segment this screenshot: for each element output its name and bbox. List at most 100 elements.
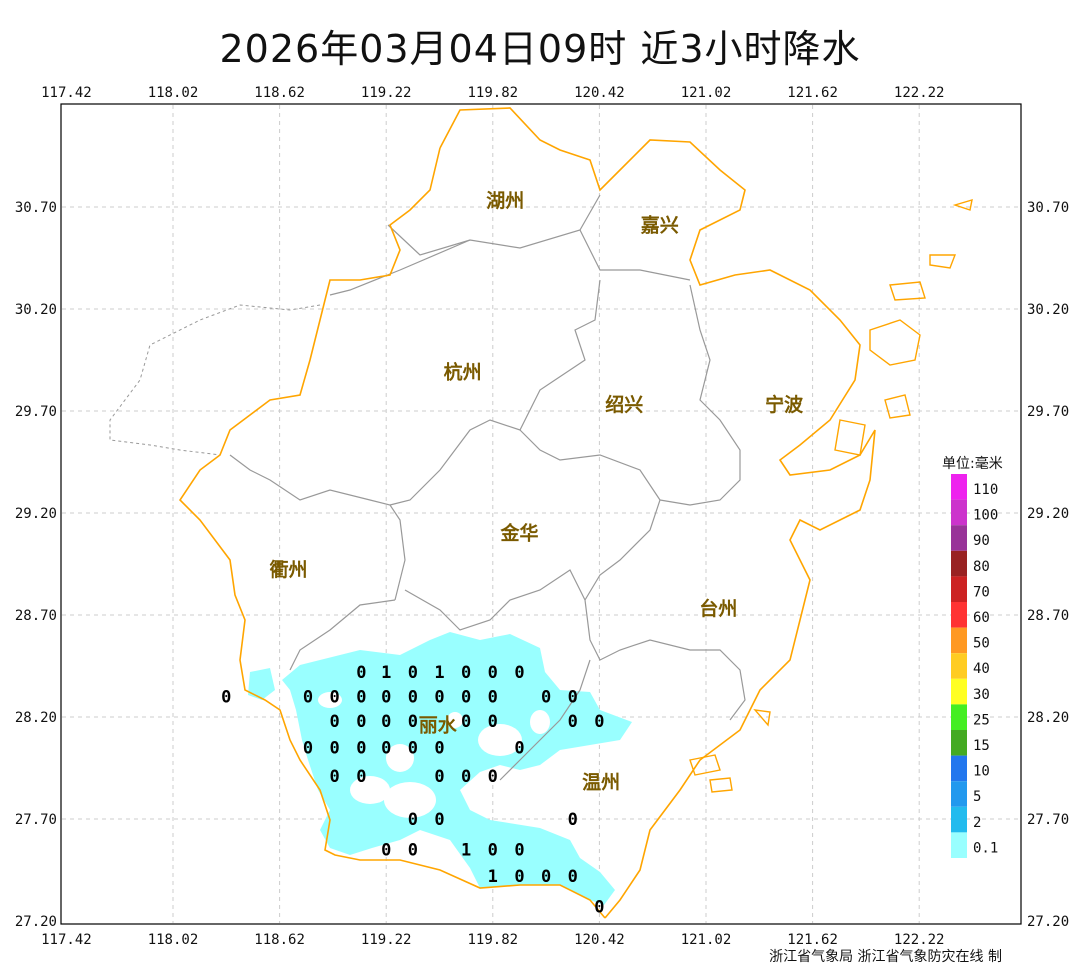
legend-swatch bbox=[951, 474, 967, 500]
station-value: 0 bbox=[568, 688, 578, 708]
station-value: 1 bbox=[381, 663, 391, 683]
lon-tick-top: 118.62 bbox=[254, 85, 305, 101]
city-label: 金华 bbox=[499, 522, 538, 545]
city-label: 衢州 bbox=[269, 558, 307, 581]
lon-tick-top: 117.42 bbox=[41, 85, 92, 101]
station-value: 0 bbox=[488, 712, 498, 732]
station-value: 1 bbox=[461, 841, 471, 861]
lon-tick-bottom: 122.22 bbox=[894, 932, 945, 948]
lat-tick-left: 27.70 bbox=[15, 812, 57, 828]
station-value: 0 bbox=[461, 688, 471, 708]
legend-swatch bbox=[951, 781, 967, 807]
lon-tick-top: 119.82 bbox=[468, 85, 519, 101]
city-boundaries bbox=[229, 194, 746, 781]
lon-tick-bottom: 118.02 bbox=[148, 932, 199, 948]
station-value: 0 bbox=[594, 898, 604, 918]
station-value: 0 bbox=[408, 841, 418, 861]
legend-swatch bbox=[951, 602, 967, 628]
station-value: 0 bbox=[330, 712, 340, 732]
legend-label: 30 bbox=[973, 687, 990, 703]
legend-label: 5 bbox=[973, 789, 981, 805]
legend-swatch bbox=[951, 730, 967, 756]
station-value: 0 bbox=[356, 767, 366, 787]
station-value: 0 bbox=[381, 712, 391, 732]
station-value: 0 bbox=[461, 663, 471, 683]
city-label: 温州 bbox=[582, 771, 620, 793]
legend-swatch bbox=[951, 576, 967, 602]
city-label: 丽水 bbox=[419, 714, 458, 736]
station-value: 0 bbox=[514, 663, 524, 683]
lon-tick-top: 118.02 bbox=[148, 85, 199, 101]
station-value: 0 bbox=[434, 767, 444, 787]
lon-tick-bottom: 119.22 bbox=[361, 932, 412, 948]
legend-label: 25 bbox=[973, 712, 990, 728]
city-label: 杭州 bbox=[444, 360, 482, 383]
station-value: 0 bbox=[408, 739, 418, 759]
footer-credit: 浙江省气象局 浙江省气象防灾在线 制 bbox=[769, 949, 1002, 965]
city-label: 台州 bbox=[699, 597, 737, 620]
city-label: 湖州 bbox=[486, 190, 524, 212]
legend-label: 15 bbox=[973, 738, 990, 754]
legend-swatch bbox=[951, 525, 967, 551]
map-frame bbox=[60, 103, 1022, 925]
lat-tick-right: 28.70 bbox=[1027, 608, 1069, 624]
station-value: 0 bbox=[434, 739, 444, 759]
station-value: 0 bbox=[408, 810, 418, 830]
lon-tick-top: 121.62 bbox=[787, 85, 838, 101]
legend-label: 70 bbox=[973, 584, 990, 600]
station-value: 0 bbox=[408, 663, 418, 683]
lon-tick-top: 121.02 bbox=[681, 85, 732, 101]
station-value: 0 bbox=[461, 712, 471, 732]
station-value: 1 bbox=[434, 663, 444, 683]
station-value: 0 bbox=[330, 688, 340, 708]
lat-tick-right: 30.20 bbox=[1027, 302, 1069, 318]
lon-tick-bottom: 120.42 bbox=[574, 932, 625, 948]
legend-swatch bbox=[951, 704, 967, 730]
province-border bbox=[178, 107, 876, 919]
station-value: 0 bbox=[356, 663, 366, 683]
station-value: 0 bbox=[381, 739, 391, 759]
city-label: 嘉兴 bbox=[640, 214, 679, 236]
station-value: 0 bbox=[330, 767, 340, 787]
lat-tick-left: 27.20 bbox=[15, 914, 57, 930]
rain-area-0.1mm bbox=[282, 632, 632, 905]
station-value: 0 bbox=[541, 867, 551, 887]
legend-swatch bbox=[951, 806, 967, 833]
legend: 单位:毫米 110 100 90 80 70 60 50 40 30 25 15 10 5 2 0.1 bbox=[942, 455, 1003, 858]
station-value: 0 bbox=[568, 810, 578, 830]
legend-swatch bbox=[951, 550, 967, 577]
lat-tick-right: 27.70 bbox=[1027, 812, 1069, 828]
lon-tick-top: 120.42 bbox=[574, 85, 625, 101]
lat-tick-left: 30.70 bbox=[15, 200, 57, 216]
station-value: 0 bbox=[356, 712, 366, 732]
legend-label: 50 bbox=[973, 636, 990, 652]
lat-tick-left: 30.20 bbox=[15, 302, 57, 318]
station-value: 0 bbox=[356, 688, 366, 708]
legend-swatch bbox=[951, 627, 967, 654]
legend-label: 110 bbox=[973, 482, 998, 498]
legend-label: 100 bbox=[973, 508, 998, 524]
station-value: 0 bbox=[514, 739, 524, 759]
legend-swatch bbox=[951, 499, 967, 526]
station-value: 0 bbox=[356, 739, 366, 759]
station-value: 0 bbox=[594, 712, 604, 732]
city-label: 宁波 bbox=[765, 393, 804, 416]
legend-label: 80 bbox=[973, 559, 990, 575]
station-value: 0 bbox=[221, 688, 231, 708]
islands bbox=[689, 199, 973, 793]
graticule bbox=[62, 105, 1020, 923]
station-value: 0 bbox=[408, 712, 418, 732]
lat-tick-left: 28.70 bbox=[15, 608, 57, 624]
dry-patches bbox=[318, 692, 550, 818]
lat-tick-left: 29.70 bbox=[15, 404, 57, 420]
lon-tick-bottom: 121.02 bbox=[681, 932, 732, 948]
station-value: 0 bbox=[381, 841, 391, 861]
lon-tick-bottom: 119.82 bbox=[468, 932, 519, 948]
lon-tick-top: 122.22 bbox=[894, 85, 945, 101]
province-neighbour-boundary bbox=[109, 304, 321, 456]
lon-tick-bottom: 118.62 bbox=[254, 932, 305, 948]
lat-tick-right: 28.20 bbox=[1027, 710, 1069, 726]
station-value: 0 bbox=[408, 688, 418, 708]
